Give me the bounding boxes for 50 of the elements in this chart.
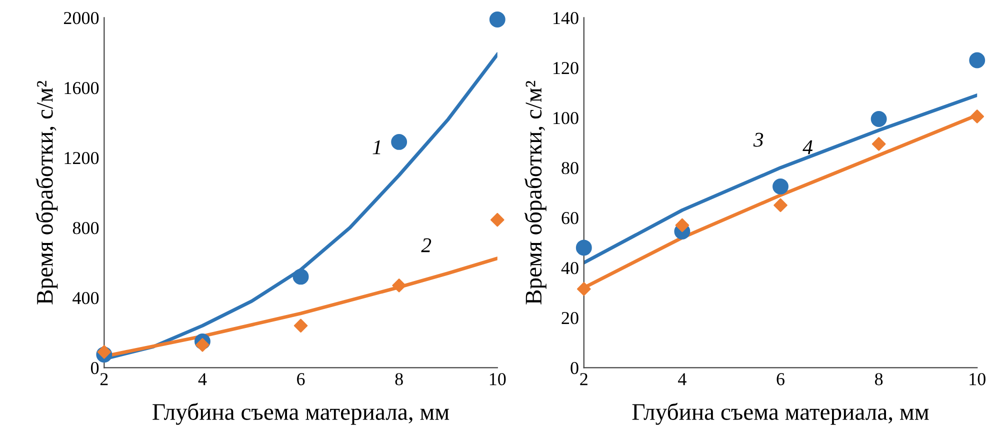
y-tick-label: 800	[72, 222, 99, 234]
point	[576, 240, 592, 256]
x-tick-label: 4	[198, 373, 207, 386]
x-axis-title: Глубина съема материала, мм	[632, 402, 929, 425]
x-tick-label: 10	[970, 373, 986, 386]
point	[675, 218, 690, 232]
line-series	[584, 93, 978, 264]
point	[391, 134, 408, 150]
point	[489, 11, 506, 28]
annotation: 2	[421, 238, 432, 252]
x-tick-label: 6	[776, 373, 784, 386]
y-axis-title: Время обработки, с/м²	[36, 80, 58, 304]
y-tick-label: 400	[72, 292, 99, 304]
y-tick-label: 2000	[64, 12, 99, 24]
x-tick-label: 2	[100, 373, 108, 386]
y-tick-label: 0	[90, 362, 99, 374]
point	[870, 110, 887, 127]
y-tick-label: 40	[561, 262, 578, 274]
point	[969, 52, 986, 68]
x-tick-label: 4	[678, 373, 686, 386]
x-tick-label: 2	[580, 373, 588, 386]
point	[292, 268, 309, 285]
x-tick-label: 8	[395, 373, 403, 386]
point	[97, 345, 112, 359]
y-axis-title: Время обработки, с/м²	[524, 80, 546, 304]
point	[196, 338, 210, 352]
y-tick-label: 1200	[64, 152, 99, 164]
annotation: 1	[372, 140, 380, 154]
x-axis-title: Глубина съема материала, мм	[152, 402, 450, 425]
point	[872, 137, 886, 151]
x-tick-label: 8	[874, 373, 883, 386]
y-tick-label: 120	[554, 62, 578, 74]
y-tick-label: 20	[562, 312, 578, 324]
y-tick-label: 60	[562, 212, 578, 224]
y-tick-label: 80	[562, 162, 578, 174]
y-tick-label: 140	[554, 12, 578, 24]
point	[970, 110, 984, 124]
point	[392, 278, 406, 292]
y-tick-label: 100	[554, 112, 578, 124]
annotation: 4	[802, 140, 813, 154]
point	[772, 178, 788, 194]
point	[576, 282, 591, 296]
y-tick-label: 0	[570, 362, 578, 374]
point	[490, 212, 504, 227]
x-tick-label: 10	[490, 373, 506, 386]
y-tick-label: 1600	[64, 82, 99, 94]
point	[294, 318, 308, 333]
point	[774, 198, 788, 212]
x-tick-label: 6	[297, 373, 305, 386]
annotation: 3	[753, 132, 764, 147]
